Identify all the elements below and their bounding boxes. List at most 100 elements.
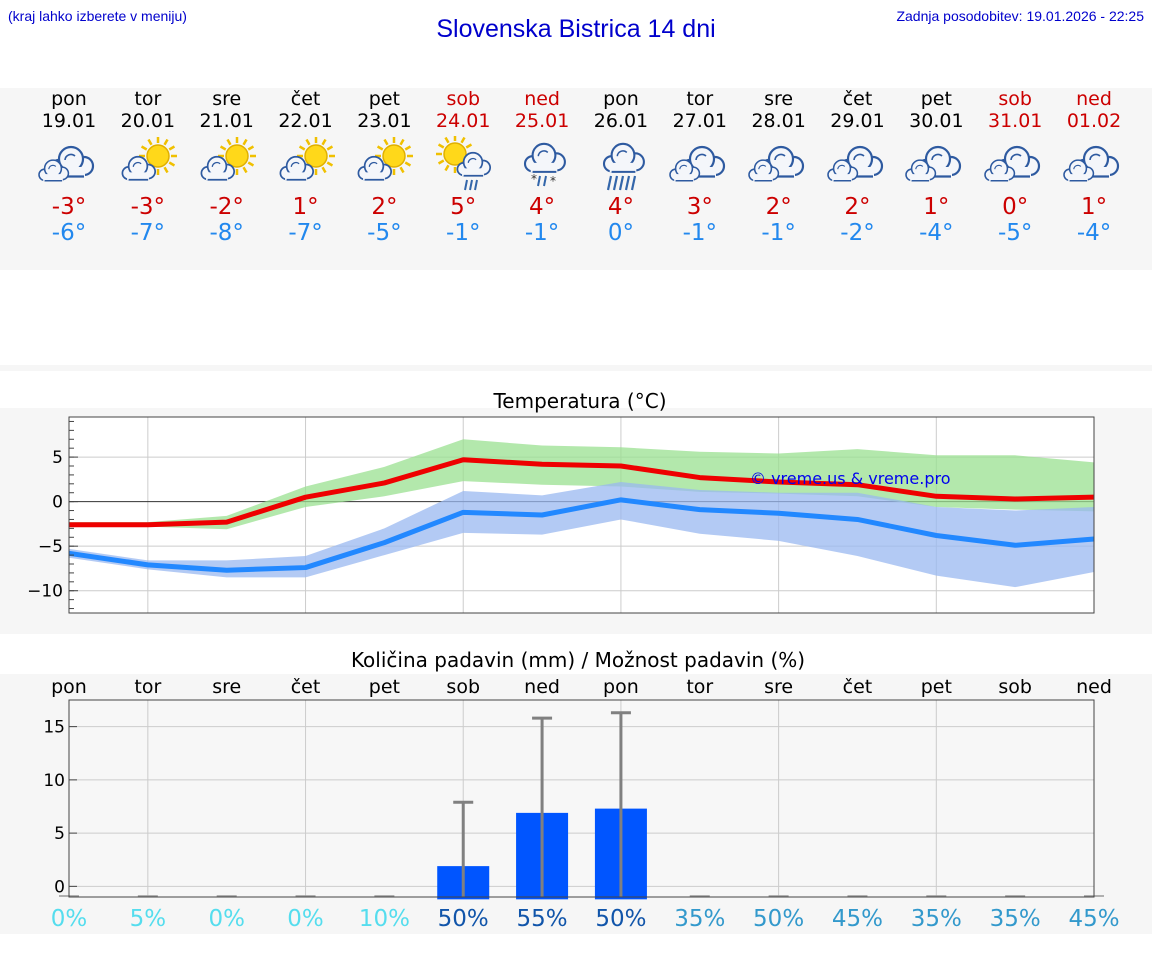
max-temperature: -3° [130,194,166,220]
day-column: tor 20.01 -3° -7° [108,88,188,246]
day-name: pet [368,88,400,110]
x-category-label: tor [686,676,713,698]
max-temperature: 2° [844,194,871,220]
y-tick-label: −10 [27,582,63,602]
min-temperature: -1° [761,220,796,246]
precipitation-probability: 35% [990,906,1041,932]
y-tick-label: −5 [38,537,63,557]
divider-band [0,365,1152,371]
max-temperature: 4° [529,194,556,220]
max-temperature: -2° [209,194,244,220]
x-category-label: ned [1076,676,1112,698]
day-date: 25.01 [514,110,570,132]
forecast-band [0,88,1152,270]
precipitation-probability: 5% [130,906,167,932]
x-category-label: tor [134,676,161,698]
plot-frame [68,699,1095,898]
day-column: pet 23.01 2° -5° [344,88,424,246]
precipitation-probability: 50% [753,906,804,932]
day-date: 22.01 [278,110,333,132]
day-date: 20.01 [120,110,176,132]
precipitation-chart-title: Količina padavin (mm) / Možnost padavin … [351,648,805,672]
day-column: pon 26.01 4° 0° [581,88,661,246]
y-tick-label: 10 [43,771,65,791]
precipitation-probability: 35% [911,906,962,932]
day-date: 23.01 [357,110,412,132]
day-column: ned 01.02 1° -4° [1054,88,1134,246]
max-temperature: 3° [686,194,713,220]
max-temperature: 1° [923,194,950,220]
min-temperature: -2° [840,220,875,246]
day-date: 24.01 [436,110,491,132]
day-name: pon [51,88,87,110]
day-column: pet 30.01 1° -4° [896,88,976,246]
max-range-band [69,439,1094,530]
max-temperature: 1° [292,194,319,220]
x-category-label: pon [51,676,87,698]
temperature-chart: Temperatura (°C) 5 0 −5 −10 © vreme.us & vrem… [27,389,1095,614]
precipitation-chart: Količina padavin (mm) / Možnost padavin … [43,648,1119,932]
min-temperature: -6° [51,220,87,246]
sleet-icon: * * [524,142,567,188]
day-date: 29.01 [830,110,885,132]
plot-area [69,700,1094,897]
precipitation-probability: 50% [595,906,646,932]
x-category-label: čet [843,676,873,698]
watermark: © vreme.us & vreme.pro [750,469,951,488]
day-column: sob 31.01 0° -5° [975,88,1055,246]
max-temperature: 2° [371,194,398,220]
x-category-label: pet [369,676,400,698]
day-name: tor [686,88,714,110]
precipitation-probability: 50% [438,906,489,932]
day-date: 31.01 [987,110,1043,132]
min-temperature: 0° [607,220,634,246]
partly-sunny-icon [357,137,414,181]
day-column: sob 24.01 5° -1° [423,88,503,246]
precipitation-probability: 45% [1068,906,1119,932]
y-tick-label: 0 [54,877,65,897]
cloudy-icon [984,145,1041,182]
max-temperature: -3° [51,194,87,220]
min-temperature: -8° [209,220,244,246]
precipitation-probability: 55% [517,906,568,932]
partly-sunny-icon [121,137,177,181]
x-category-label: pet [921,676,952,698]
cloudy-icon [1063,145,1120,182]
day-name: čet [842,88,873,110]
y-tick-label: 5 [52,448,63,468]
min-temperature: -4° [919,220,954,246]
day-date: 21.01 [199,110,254,132]
last-update: Zadnja posodobitev: 19.01.2026 - 22:25 [896,8,1144,24]
min-temperature: -7° [288,220,323,246]
sun-rain-icon [436,136,492,191]
day-column: tor 27.01 3° -1° [660,88,740,246]
max-temperature: 4° [607,194,634,220]
partly-sunny-icon [279,137,335,181]
min-temperature: -5° [997,220,1033,246]
day-name: pon [603,88,639,110]
x-category-label: sob [446,676,480,698]
precipitation-probability: 45% [832,906,883,932]
cloudy-icon [747,145,804,182]
location-hint[interactable]: (kraj lahko izberete v meniju) [8,8,187,24]
x-category-label: sre [764,676,793,698]
max-temperature: 0° [1002,194,1029,220]
day-name: pet [920,88,952,110]
max-temperature-line [69,457,1095,528]
min-temperature: -5° [367,220,402,246]
x-category-label: sob [998,676,1032,698]
cloudy-icon [905,145,962,182]
day-name: sob [446,88,481,110]
min-temperature: -1° [446,220,481,246]
day-name: sre [212,88,242,110]
max-temperature: 2° [765,194,792,220]
day-column: čet 22.01 1° -7° [266,88,346,246]
min-temperature: -7° [130,220,166,246]
cloudy-icon [826,145,883,182]
day-name: sob [998,88,1032,110]
day-column: čet 29.01 2° -2° [818,88,898,246]
day-date: 27.01 [672,110,727,132]
precipitation-probability: 35% [674,906,725,932]
cloudy-icon [38,145,95,182]
rain-icon [602,142,645,191]
